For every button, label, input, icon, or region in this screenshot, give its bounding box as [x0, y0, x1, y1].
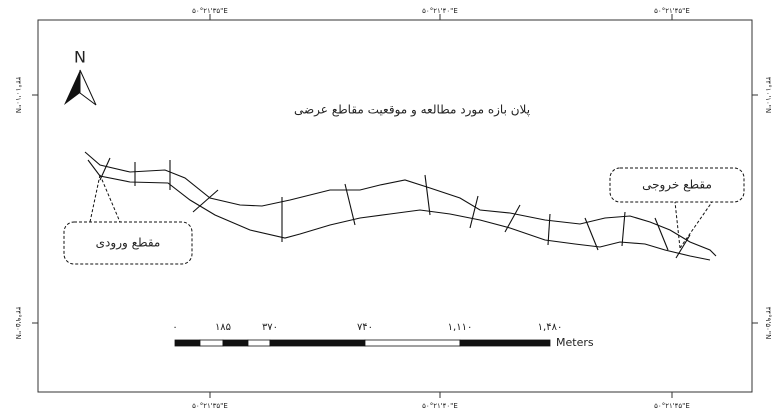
scale-label: ۱۸۵	[215, 322, 231, 333]
scale-label: ۱,۱۱۰	[448, 322, 473, 333]
map-title: پلان بازه مورد مطالعه و موقعیت مقاطع عرض…	[294, 103, 530, 118]
coord-label: ۵۰°۲۱'۴۵"E	[654, 402, 690, 410]
callout-label: مقطع خروجی	[642, 178, 712, 193]
map-frame	[37, 19, 753, 393]
coord-label: ۵۰°۲۱'۴۵"E	[654, 7, 690, 15]
scale-unit: Meters	[556, 336, 594, 349]
coord-label: ۵۰°۲۱'۳۵"E	[192, 7, 228, 15]
coord-label: ۳۴°۱۰'۱۰"N	[764, 77, 772, 113]
north-label: N	[74, 48, 86, 67]
coord-label: ۵۰°۲۱'۴۰"E	[422, 7, 458, 15]
scale-label: ۳۷۰	[262, 322, 278, 333]
coord-label: ۵۰°۲۱'۴۰"E	[422, 402, 458, 410]
callout	[63, 167, 745, 265]
callout-label: مقطع ورودی	[96, 236, 161, 251]
coord-label: ۳۴°۱۰'۱۰"N	[14, 77, 22, 113]
scale-label: ۷۴۰	[357, 322, 373, 333]
scale-bar	[174, 339, 551, 347]
river	[84, 151, 717, 261]
frame-ticks	[32, 14, 758, 398]
scale-label: ۰	[172, 322, 177, 333]
cross-sections	[99, 157, 691, 259]
coord-label: ۳۴°۹'۵۰"N	[764, 307, 772, 340]
coord-label: ۵۰°۲۱'۳۵"E	[192, 402, 228, 410]
scale-label: ۱,۴۸۰	[538, 322, 563, 333]
coord-label: ۳۴°۹'۵۰"N	[14, 307, 22, 340]
north-arrow	[64, 69, 97, 106]
